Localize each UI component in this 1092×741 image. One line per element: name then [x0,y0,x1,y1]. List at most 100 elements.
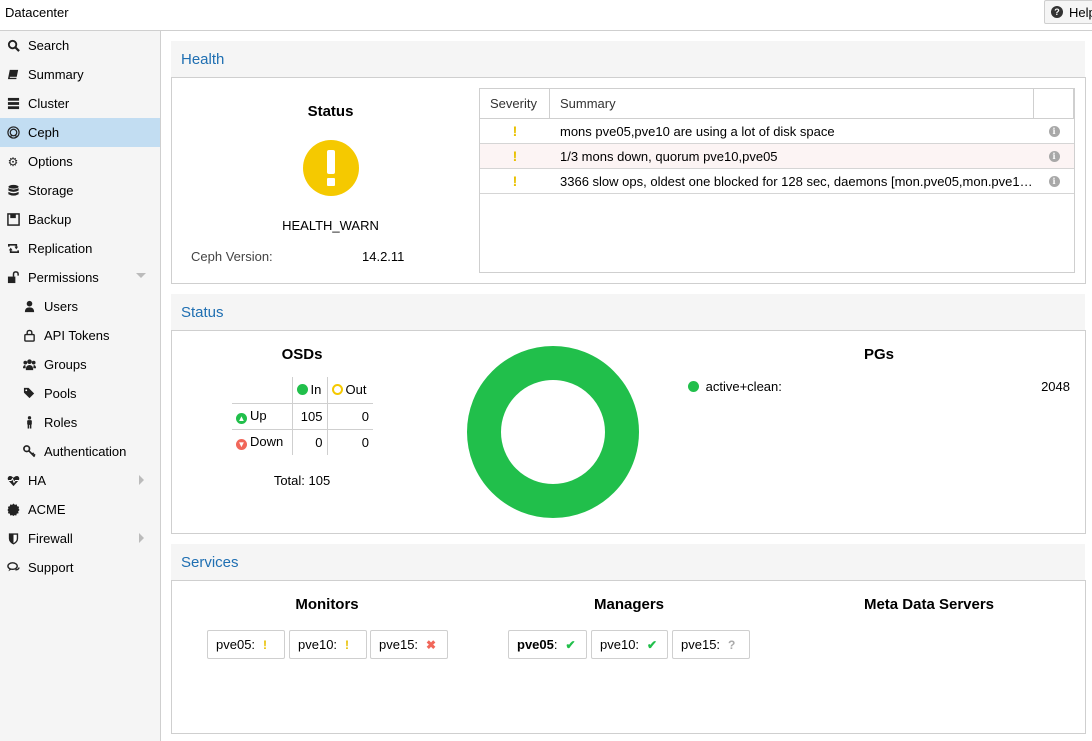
sidebar-item-label: Options [28,154,73,169]
sidebar-item-users[interactable]: Users [0,292,160,321]
sidebar-item-groups[interactable]: Groups [0,350,160,379]
health-panel: Status HEALTH_WARN Ceph Version: 14.2.11… [171,77,1086,284]
sidebar-item-api-tokens[interactable]: API Tokens [0,321,160,350]
osd-up-in: 105 [291,403,327,430]
sidebar-item-cluster[interactable]: Cluster [0,89,160,118]
column-header-summary[interactable]: Summary [550,89,1034,118]
server-icon [6,97,20,111]
ceph-version-value: 14.2.11 [362,249,405,264]
status-panel: OSDs In Out ▲ Up 105 0 ▼ Down 0 0 Total: 1… [171,330,1086,534]
manager-name: pve10: [600,637,640,652]
sidebar-item-label: Summary [28,67,84,82]
health-row[interactable]: ! 3366 slow ops, oldest one blocked for … [480,169,1074,194]
sidebar-item-label: Roles [44,415,78,430]
osd-col-out: Out [345,382,367,398]
sidebar-item-label: Storage [28,183,74,198]
health-grid: Severity Summary ! mons pve05,pve10 are … [479,88,1075,273]
info-icon[interactable]: i [1048,125,1060,137]
question-icon: ? [728,637,736,652]
expand-arrow-icon[interactable] [139,475,144,485]
sidebar-item-label: Cluster [28,96,70,111]
info-icon[interactable]: i [1048,150,1060,162]
sidebar-item-label: Support [28,560,74,575]
unlock-icon [6,271,20,285]
user-icon [22,300,36,314]
sidebar-item-options[interactable]: ⚙ Options [0,147,160,176]
osd-up-out: 0 [326,403,373,430]
pg-state-count: 2048 [1041,379,1070,394]
check-icon: ✔ [565,637,576,652]
monitor-item[interactable]: pve15: ✖ [370,630,448,659]
health-grid-header: Severity Summary [480,89,1074,119]
sidebar: Search Summary Cluster Ceph ⚙ Options St… [0,31,161,741]
sidebar-item-label: Authentication [44,444,127,459]
expand-arrow-icon[interactable] [139,533,144,543]
sidebar-item-label: Pools [44,386,77,401]
health-status-value: HEALTH_WARN [282,218,379,233]
health-row[interactable]: ! 1/3 mons down, quorum pve10,pve05 i [480,144,1074,169]
monitor-name: pve05: [216,637,256,652]
arrow-down-icon: ▼ [236,439,247,451]
help-button[interactable]: ? Help [1044,0,1092,24]
sidebar-item-label: Search [28,38,70,53]
sidebar-item-support[interactable]: Support [0,553,160,582]
ceph-icon [6,126,20,140]
warning-icon: ! [345,637,350,652]
column-header-actions [1034,89,1074,118]
ceph-version-label: Ceph Version: [191,249,273,264]
pg-state-label-wrap: active+clean: [688,379,782,394]
services-panel: Monitors Managers Meta Data Servers pve0… [171,580,1086,734]
sidebar-item-authentication[interactable]: Authentication [0,437,160,466]
sidebar-item-label: ACME [28,502,66,517]
monitor-item[interactable]: pve05: ! [207,630,285,659]
sidebar-item-label: Groups [44,357,87,372]
column-header-severity[interactable]: Severity [480,89,550,118]
male-icon [22,416,36,430]
info-icon[interactable]: i [1048,175,1060,187]
sidebar-item-summary[interactable]: Summary [0,60,160,89]
warning-icon: ! [263,637,268,652]
arrow-up-icon: ▲ [236,413,247,424]
key-icon [22,445,36,459]
sidebar-item-label: Backup [28,212,72,227]
osd-total: Total: 105 [273,473,331,488]
expand-arrow-icon[interactable] [136,273,146,278]
pg-donut-chart [467,346,639,518]
sidebar-item-storage[interactable]: Storage [0,176,160,205]
retweet-icon [6,242,20,256]
osd-row-up: Up [250,408,267,423]
osds-title: OSDs [281,346,323,363]
sidebar-item-permissions[interactable]: Permissions [0,263,160,292]
heartbeat-icon [6,474,20,488]
osd-down-out: 0 [326,429,373,455]
services-panel-header: Services [171,544,1085,580]
sidebar-item-backup[interactable]: Backup [0,205,160,234]
sidebar-item-replication[interactable]: Replication [0,234,160,263]
manager-item[interactable]: pve15: ? [672,630,750,659]
health-row[interactable]: ! mons pve05,pve10 are using a lot of di… [480,119,1074,144]
health-summary: 1/3 mons down, quorum pve10,pve05 [560,148,778,164]
monitor-item[interactable]: pve10: ! [289,630,367,659]
health-summary: 3366 slow ops, oldest one blocked for 12… [560,173,1034,189]
sidebar-item-ha[interactable]: HA [0,466,160,495]
pg-state-dot-icon [688,381,699,392]
warning-icon: ! [512,173,518,189]
status-panel-header: Status [171,294,1085,330]
shield-icon [6,532,20,546]
manager-item[interactable]: pve05: ✔ [508,630,587,659]
osd-row-down: Down [250,434,284,450]
top-bar: Datacenter ? Help [0,0,1092,31]
sidebar-item-firewall[interactable]: Firewall [0,524,160,553]
manager-name: pve15: [681,637,721,652]
manager-item[interactable]: pve10: ✔ [591,630,668,659]
sidebar-item-label: HA [28,473,47,488]
sidebar-item-roles[interactable]: Roles [0,408,160,437]
lock-icon [22,329,36,343]
sidebar-item-search[interactable]: Search [0,31,160,60]
sidebar-item-acme[interactable]: ACME [0,495,160,524]
check-icon: ✔ [647,637,658,652]
sidebar-item-ceph[interactable]: Ceph [0,118,160,147]
health-status-title: Status [307,103,354,120]
sidebar-item-label: Permissions [28,270,99,285]
sidebar-item-pools[interactable]: Pools [0,379,160,408]
